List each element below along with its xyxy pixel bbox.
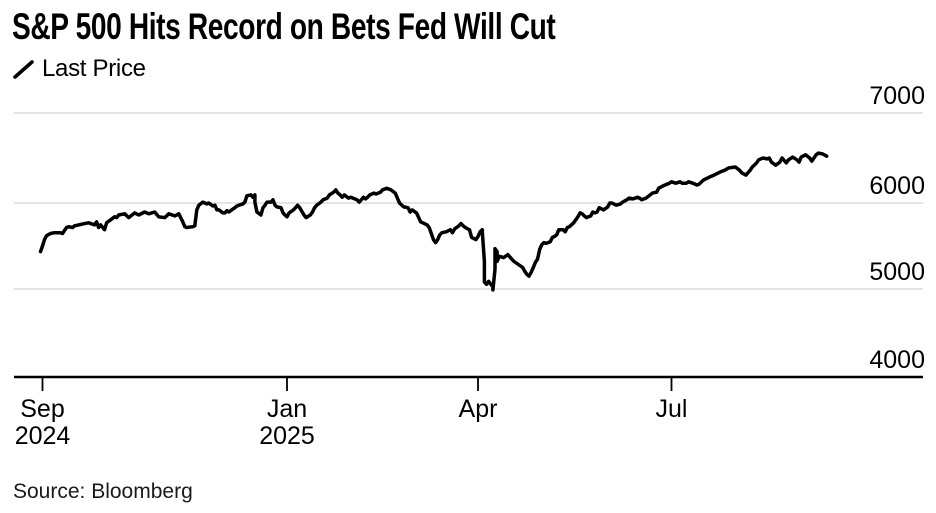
y-axis-label: 5000 (869, 258, 925, 286)
y-axis-label: 7000 (869, 82, 925, 110)
x-tick-label: Apr (459, 395, 498, 423)
x-tick-sublabel: 2024 (15, 422, 71, 450)
page-title: S&P 500 Hits Record on Bets Fed Will Cut (12, 6, 556, 47)
y-axis-label: 6000 (869, 172, 925, 200)
source-label: Source: Bloomberg (13, 480, 193, 503)
x-tick-label: Jul (656, 395, 688, 423)
x-tick-sublabel: 2025 (259, 422, 315, 450)
price-line (38, 151, 829, 292)
y-axis-label: 4000 (869, 346, 925, 374)
legend-label: Last Price (42, 55, 146, 82)
legend-line-icon (13, 60, 34, 79)
x-tick-label: Jan (267, 395, 307, 423)
x-tick-label: Sep (20, 395, 64, 423)
legend: Last Price (13, 55, 146, 83)
